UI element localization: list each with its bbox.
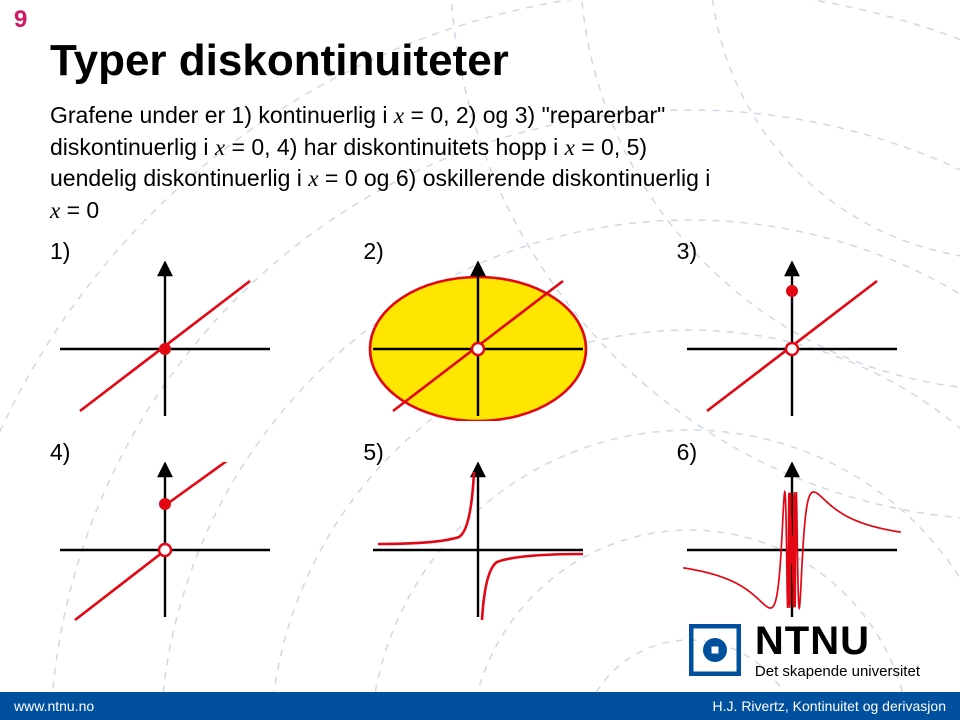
slide-title: Typer diskontinuiteter (50, 36, 910, 86)
footer-left: www.ntnu.no (14, 698, 94, 714)
graph-3 (677, 261, 907, 421)
graph-2 (363, 261, 593, 421)
ntnu-logo-mark (689, 624, 741, 676)
text: Grafene under er 1) kontinuerlig i (50, 102, 394, 128)
text: = 0, 2) og 3) "reparerbar" (404, 102, 665, 128)
graph-4 (50, 462, 280, 622)
logo-name: NTNU (755, 620, 920, 662)
text: uendelig diskontinuerlig i (50, 165, 308, 191)
slide-body: Grafene under er 1) kontinuerlig i x = 0… (50, 100, 910, 227)
graph-cell-4: 4) (50, 439, 303, 622)
slide-number: 9 (14, 6, 27, 34)
var-x: x (565, 135, 575, 160)
var-x: x (308, 166, 318, 191)
var-x: x (394, 103, 404, 128)
graph-6 (677, 462, 907, 622)
graph-row-2: 4) 5) (50, 439, 930, 622)
text: = 0 (60, 197, 99, 223)
graph-1 (50, 261, 280, 421)
var-x: x (215, 135, 225, 160)
ntnu-logo: NTNU Det skapende universitet (689, 620, 920, 680)
graph-cell-1: 1) (50, 238, 303, 421)
text: = 0 og 6) oskillerende diskontinuerlig i (319, 165, 711, 191)
graph-cell-3: 3) (677, 238, 930, 421)
graph-grid: 1) 2) (50, 238, 930, 640)
text: diskontinuerlig i (50, 134, 215, 160)
footer-bar: www.ntnu.no H.J. Rivertz, Kontinuitet og… (0, 692, 960, 720)
text: = 0, 4) har diskontinuitets hopp i (225, 134, 564, 160)
graph-5 (363, 462, 593, 622)
footer-right: H.J. Rivertz, Kontinuitet og derivasjon (713, 698, 946, 714)
slide-content: Typer diskontinuiteter Grafene under er … (50, 36, 910, 227)
logo-subtitle: Det skapende universitet (755, 664, 920, 680)
graph-cell-6: 6) (677, 439, 930, 622)
var-x: x (50, 198, 60, 223)
graph-cell-5: 5) (363, 439, 616, 622)
graph-cell-2: 2) (363, 238, 616, 421)
graph-row-1: 1) 2) (50, 238, 930, 421)
text: = 0, 5) (575, 134, 647, 160)
